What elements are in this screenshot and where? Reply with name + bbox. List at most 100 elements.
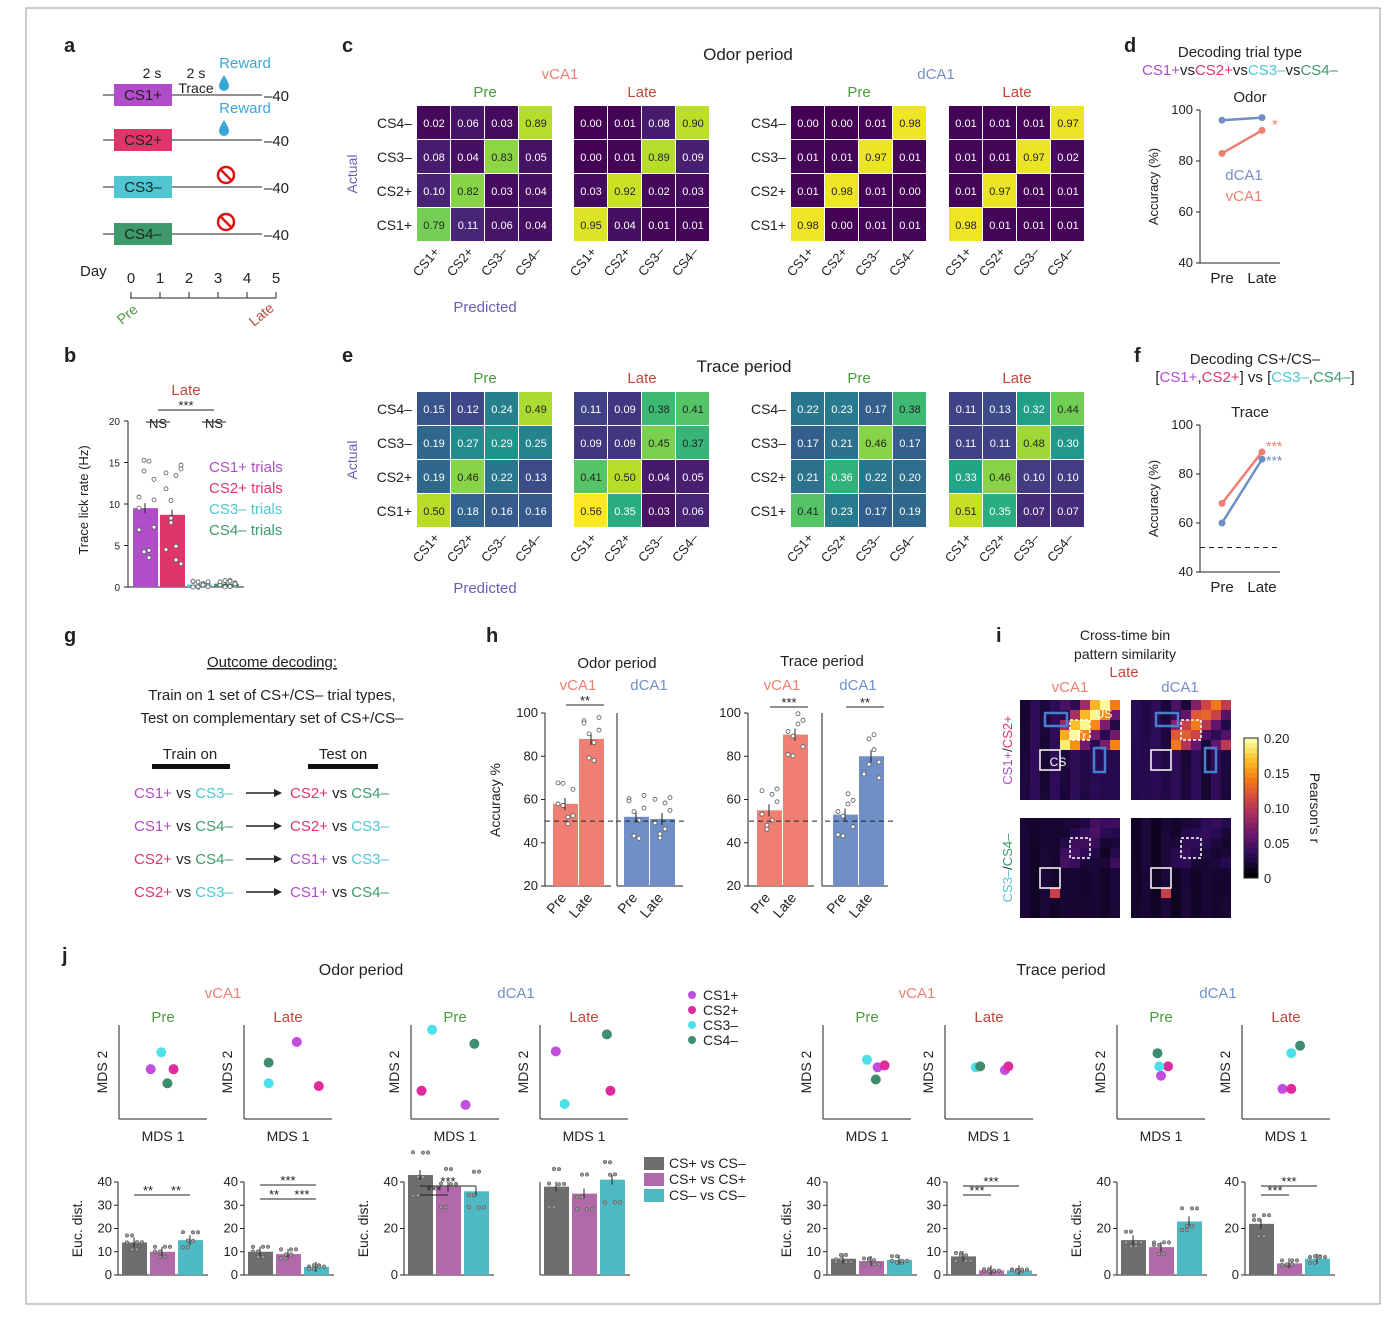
i-heatmap-cell bbox=[1151, 848, 1161, 858]
i-heatmap-cell bbox=[1080, 720, 1090, 730]
i-heatmap-cell bbox=[1050, 898, 1060, 908]
i-heatmap-cell bbox=[1040, 818, 1050, 828]
i-colorbar-segment bbox=[1244, 873, 1258, 878]
c-matrix-cell bbox=[1017, 208, 1050, 241]
e-matrix-cell bbox=[574, 392, 607, 425]
e-matrix-cell bbox=[893, 494, 926, 527]
i-heatmap-cell bbox=[1181, 740, 1191, 750]
i-heatmap-cell bbox=[1030, 760, 1040, 770]
i-heatmap-cell bbox=[1030, 700, 1040, 710]
b-bar bbox=[160, 514, 185, 587]
c-cell-value: 0.01 bbox=[955, 152, 976, 164]
i-heatmap-cell bbox=[1191, 868, 1201, 878]
i-heatmap-cell bbox=[1201, 838, 1211, 848]
label-part: CS4– bbox=[1000, 833, 1015, 866]
j-data-point bbox=[255, 1254, 261, 1259]
j-bar-y-label: Euc. dist. bbox=[1068, 1200, 1084, 1258]
i-heatmap-cell bbox=[1070, 740, 1080, 750]
h-bar bbox=[783, 734, 808, 886]
b-data-point bbox=[178, 561, 184, 567]
i-heatmap-cell bbox=[1070, 750, 1080, 760]
label-part: CS1+ bbox=[1000, 752, 1015, 785]
i-heatmap-cell bbox=[1191, 740, 1201, 750]
f-x-tick-label: Late bbox=[1247, 579, 1276, 596]
i-heatmap-cell bbox=[1131, 710, 1141, 720]
panel-label-f: f bbox=[1134, 345, 1141, 367]
j-data-point bbox=[843, 1252, 849, 1257]
h-data-point bbox=[759, 788, 765, 794]
panel-label-b: b bbox=[64, 345, 76, 367]
e-cell-value: 0.49 bbox=[525, 404, 546, 416]
j-bar bbox=[150, 1251, 175, 1275]
f-x-tick-label: Pre bbox=[1210, 579, 1233, 596]
b-data-point bbox=[151, 476, 157, 482]
j-bar-y-tick-label: 0 bbox=[814, 1267, 821, 1282]
j-data-point bbox=[306, 1266, 312, 1271]
i-heatmap-cell bbox=[1050, 858, 1060, 868]
i-heatmap-cell bbox=[1060, 710, 1070, 720]
j-data-point bbox=[1317, 1255, 1323, 1260]
e-matrix-cell bbox=[1051, 460, 1084, 493]
i-colorbar-segment bbox=[1244, 853, 1258, 858]
i-heatmap-cell bbox=[1070, 818, 1080, 828]
i-heatmap-cell bbox=[1181, 818, 1191, 828]
b-y-tick-label: 5 bbox=[114, 542, 120, 553]
i-heatmap-cell bbox=[1050, 730, 1060, 740]
h-data-point bbox=[800, 717, 806, 723]
j-bar-y-tick-label: 0 bbox=[934, 1267, 941, 1282]
i-heatmap-cell bbox=[1161, 848, 1171, 858]
i-heatmap-cell bbox=[1100, 828, 1110, 838]
g-description: Train on 1 set of CS+/CS– trial types, bbox=[148, 687, 395, 704]
e-matrix-cell bbox=[485, 460, 518, 493]
i-heatmap-cell bbox=[1040, 838, 1050, 848]
d-x-tick-label: Late bbox=[1247, 270, 1276, 287]
c-cell-value: 0.97 bbox=[1023, 152, 1044, 164]
i-heatmap-cell bbox=[1100, 838, 1110, 848]
c-col-label: CS3– bbox=[635, 244, 668, 279]
i-box-label-tr: Tr bbox=[1076, 729, 1087, 743]
b-data-point bbox=[141, 457, 147, 463]
i-heatmap-cell bbox=[1060, 838, 1070, 848]
b-y-tick-label: 10 bbox=[109, 500, 121, 511]
i-heatmap-cell bbox=[1131, 770, 1141, 780]
j-bar bbox=[544, 1186, 569, 1275]
i-heatmap-cell bbox=[1070, 908, 1080, 918]
j-legend-marker bbox=[688, 1021, 696, 1029]
e-cell-value: 0.11 bbox=[956, 404, 977, 416]
c-matrix-cell bbox=[859, 174, 892, 207]
c-cell-value: 0.92 bbox=[614, 186, 635, 198]
j-data-point bbox=[602, 1159, 608, 1165]
i-heatmap-cell bbox=[1161, 828, 1171, 838]
b-data-point bbox=[232, 581, 238, 587]
e-matrix-cell bbox=[893, 392, 926, 425]
j-data-point bbox=[443, 1205, 449, 1210]
i-trace-box bbox=[1180, 719, 1202, 741]
i-heatmap-cell bbox=[1161, 818, 1171, 828]
label-part: CS2+ bbox=[134, 851, 172, 868]
i-heatmap-cell bbox=[1211, 818, 1221, 828]
i-heatmap-cell bbox=[1060, 818, 1070, 828]
j-bar bbox=[1121, 1240, 1146, 1275]
j-mds-point bbox=[1277, 1083, 1288, 1094]
j-legend-item: CS4– bbox=[703, 1032, 738, 1048]
no-symbol-icon bbox=[216, 165, 236, 185]
g-test-bar bbox=[308, 764, 378, 769]
day-axis-label: Day bbox=[80, 263, 107, 280]
b-data-point bbox=[178, 462, 184, 468]
j-bar-y-tick-label: 20 bbox=[98, 1221, 112, 1236]
j-bar bbox=[600, 1179, 625, 1275]
h-y-tick-label: 80 bbox=[524, 748, 538, 763]
i-heatmap-cell bbox=[1171, 730, 1181, 740]
i-heatmap-cell bbox=[1070, 720, 1080, 730]
c-col-label: CS3– bbox=[852, 244, 885, 279]
label-part: / bbox=[1000, 748, 1015, 752]
c-matrix-cell bbox=[574, 140, 607, 173]
j-sig: *** bbox=[1281, 1174, 1296, 1189]
e-matrix-cell bbox=[451, 392, 484, 425]
j-mds-x-label: MDS 1 bbox=[563, 1128, 606, 1144]
i-heatmap-cell bbox=[1151, 888, 1161, 898]
j-data-point bbox=[139, 1240, 145, 1245]
j-data-point bbox=[991, 1268, 997, 1273]
j-data-point bbox=[871, 1262, 877, 1267]
i-heatmap-cell bbox=[1020, 818, 1030, 828]
